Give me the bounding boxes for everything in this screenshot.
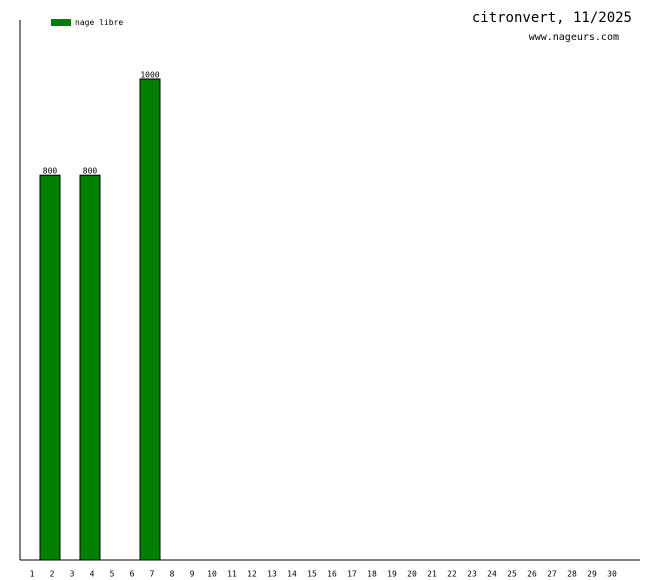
- x-tick-label: 7: [150, 570, 155, 579]
- x-tick-label: 4: [90, 570, 95, 579]
- bar: [139, 78, 161, 561]
- x-tick-label: 24: [487, 570, 497, 579]
- x-tick-label: 28: [567, 570, 577, 579]
- legend-swatch: [51, 19, 71, 26]
- x-tick-label: 10: [207, 570, 217, 579]
- x-tick-label: 29: [587, 570, 597, 579]
- x-tick-label: 1: [30, 570, 35, 579]
- x-tick-label: 20: [407, 570, 417, 579]
- x-tick-label: 5: [110, 570, 115, 579]
- x-tick-label: 17: [347, 570, 357, 579]
- x-tick-label: 13: [267, 570, 277, 579]
- x-tick-label: 8: [170, 570, 175, 579]
- x-tick-label: 3: [70, 570, 75, 579]
- bar: [39, 174, 61, 561]
- x-tick-label: 27: [547, 570, 557, 579]
- x-tick-label: 11: [227, 570, 237, 579]
- x-tick-label: 18: [367, 570, 377, 579]
- value-label: 1000: [140, 71, 159, 80]
- x-tick-label: 22: [447, 570, 457, 579]
- chart-title: citronvert, 11/2025: [472, 10, 632, 26]
- legend-label: nage libre: [75, 18, 123, 27]
- x-tick-label: 12: [247, 570, 257, 579]
- x-tick-label: 2: [50, 570, 55, 579]
- value-label: 800: [83, 167, 98, 176]
- x-tick-label: 6: [130, 570, 135, 579]
- chart-subtitle: www.nageurs.com: [529, 32, 619, 43]
- x-tick-label: 23: [467, 570, 477, 579]
- x-tick-label: 19: [387, 570, 397, 579]
- x-tick-label: 15: [307, 570, 317, 579]
- x-tick-label: 25: [507, 570, 517, 579]
- x-tick-label: 16: [327, 570, 337, 579]
- x-tick-label: 26: [527, 570, 537, 579]
- x-tick-label: 21: [427, 570, 437, 579]
- value-label: 800: [43, 167, 58, 176]
- bar: [79, 174, 101, 561]
- x-tick-label: 30: [607, 570, 617, 579]
- x-tick-label: 14: [287, 570, 297, 579]
- x-tick-label: 9: [190, 570, 195, 579]
